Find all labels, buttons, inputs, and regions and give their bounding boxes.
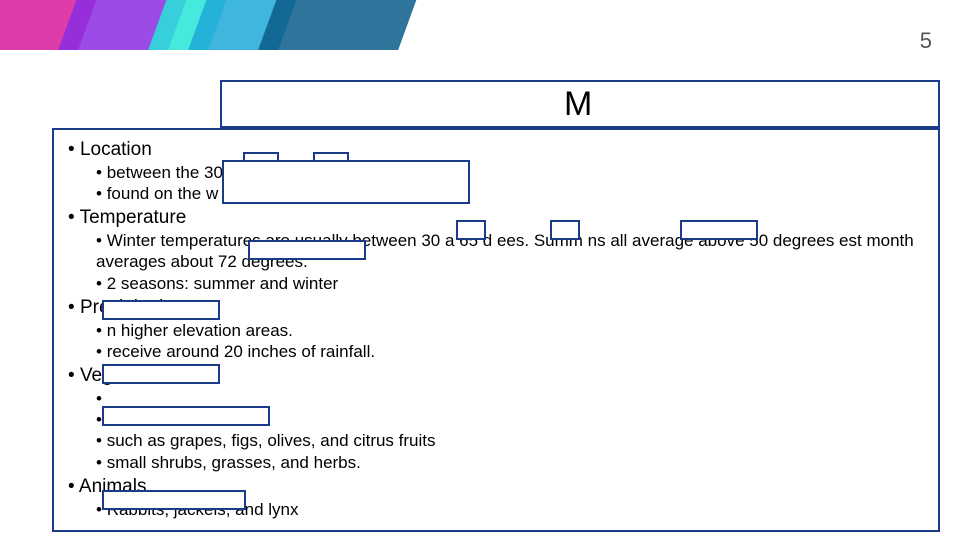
slide: 5 M Locationbetween the 30 nd 45 gree la… <box>0 0 960 540</box>
top-decoration <box>0 0 960 60</box>
bullet-item: found on the w <box>96 183 924 204</box>
answer-mask <box>550 220 580 240</box>
content-box: Locationbetween the 30 nd 45 gree latitu… <box>52 128 940 532</box>
answer-mask <box>222 160 470 204</box>
answer-mask <box>456 220 486 240</box>
answer-mask <box>102 406 270 426</box>
bullet-item: such as grapes, figs, olives, and citrus… <box>96 430 924 451</box>
bullet-item: receive around 20 inches of rainfall. <box>96 341 924 362</box>
deco-streak <box>258 0 420 50</box>
bullet-item: n higher elevation areas. <box>96 320 924 341</box>
section-heading: Temperature <box>68 206 924 230</box>
answer-mask <box>248 240 366 260</box>
bullet-item: small shrubs, grasses, and herbs. <box>96 452 924 473</box>
title-text: M <box>564 85 592 124</box>
page-number: 5 <box>920 28 932 54</box>
answer-mask <box>102 490 246 510</box>
answer-mask <box>102 300 220 320</box>
bullet-item: 2 seasons: summer and winter <box>96 273 924 294</box>
title-box: M <box>220 80 940 128</box>
bullet-item: between the 30 nd 45 gree latitudes <box>96 162 924 183</box>
bullet-item: Winter temperatures are usually between … <box>96 230 924 273</box>
answer-mask <box>102 364 220 384</box>
section-heading: Location <box>68 138 924 162</box>
answer-mask <box>680 220 758 240</box>
